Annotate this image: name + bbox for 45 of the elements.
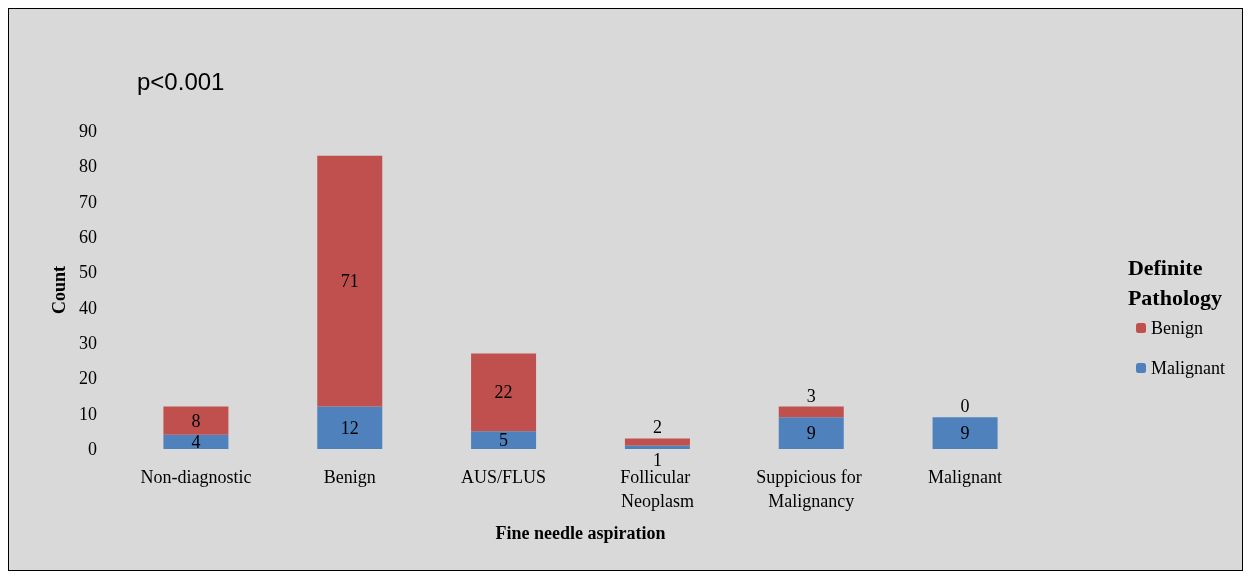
- text: p<0.001: [137, 67, 225, 95]
- data-label: 1: [652, 450, 662, 470]
- data-label: 22: [494, 382, 513, 403]
- data-label: 71: [340, 271, 359, 292]
- bar: [317, 155, 383, 407]
- bar: [778, 406, 844, 418]
- x-tick-label: Suppicious for Malignancy: [756, 467, 867, 511]
- data-label: 2: [652, 417, 662, 438]
- data-label: 3: [806, 385, 816, 406]
- data-label: 4: [191, 431, 201, 452]
- y-tick-label: 70: [79, 191, 97, 212]
- legend-label: Malignant: [1151, 358, 1226, 378]
- x-tick-label: Benign: [323, 467, 376, 487]
- y-tick-label: 60: [79, 227, 97, 247]
- bar: [163, 406, 229, 435]
- y-tick-label: 80: [79, 156, 97, 177]
- y-tick-label: 90: [79, 121, 97, 141]
- legend-label: Benign: [1151, 318, 1204, 338]
- x-tick-label: Malignant: [928, 467, 1003, 487]
- data-label: 12: [340, 417, 359, 438]
- y-tick-label: 40: [79, 297, 97, 318]
- y-tick-label: 0: [88, 439, 97, 459]
- data-label: 8: [191, 410, 201, 431]
- data-label: 9: [960, 423, 970, 444]
- bar: [317, 406, 383, 449]
- bar: [624, 438, 690, 446]
- y-axis-title: Count: [49, 265, 70, 315]
- bar: [932, 417, 998, 449]
- data-label: 0: [960, 396, 970, 417]
- x-tick-label: Non-diagnostic: [140, 467, 252, 487]
- legend-title: Definite Pathology: [1127, 254, 1223, 310]
- x-tick-label: AUS/FLUS: [461, 467, 547, 487]
- bar: [471, 353, 537, 432]
- y-tick-label: 50: [79, 262, 97, 283]
- bar: [471, 431, 537, 449]
- data-label: 9: [806, 423, 816, 444]
- data-label: 5: [499, 430, 509, 451]
- x-tick-label: Follicular Neoplasm: [620, 467, 695, 511]
- bar: [778, 417, 844, 449]
- bar: [624, 445, 690, 449]
- y-tick-label: 30: [79, 333, 97, 353]
- bar: [163, 434, 229, 449]
- x-axis-title: Fine needle aspiration: [495, 523, 666, 543]
- y-tick-label: 20: [79, 368, 97, 389]
- y-tick-label: 10: [79, 403, 97, 424]
